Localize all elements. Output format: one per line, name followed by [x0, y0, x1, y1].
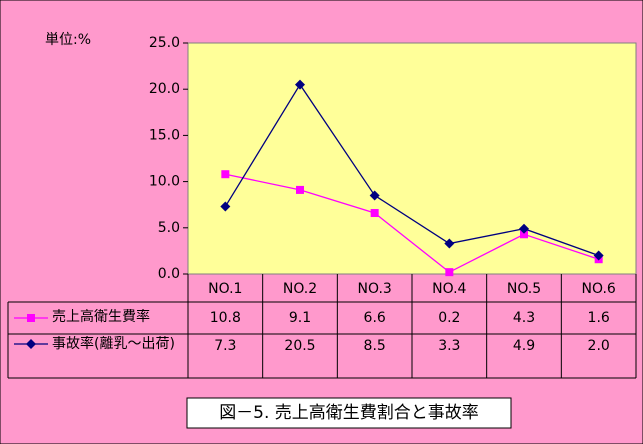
legend-label-box: 売上高衛生費率 [52, 309, 150, 325]
data-point [520, 230, 528, 239]
x-tick-label: NO.6 [582, 281, 616, 297]
legend-label: 売上高衛生費率 [52, 309, 150, 325]
table-value: 2.0 [588, 338, 610, 354]
table-value: 7.3 [214, 338, 236, 354]
y-tick-label: 15.0 [149, 127, 180, 143]
table-value: 20.5 [284, 338, 315, 354]
table-value: 10.8 [210, 310, 241, 326]
data-point [220, 201, 231, 212]
plot-area [187, 42, 637, 275]
table-value: 0.2 [438, 310, 460, 326]
table-value: 4.9 [513, 338, 535, 354]
series-line [225, 173, 599, 273]
x-tick-label: NO.2 [283, 281, 317, 297]
table-value: 3.3 [438, 338, 460, 354]
data-point [519, 223, 529, 234]
legend-label: 事故率(離乳～出荷) [52, 336, 175, 352]
caption: 図－5. 売上高衛生費割合と事故率 [219, 403, 479, 423]
data-point [444, 238, 455, 249]
x-tick-label: NO.1 [208, 281, 242, 297]
x-tick-label: NO.3 [358, 281, 392, 297]
table-value: 6.6 [364, 310, 386, 326]
data-point [370, 209, 379, 218]
series-line [224, 83, 599, 257]
data-point [593, 250, 604, 261]
caption-box [186, 397, 512, 429]
y-tick-label: 10.0 [149, 174, 180, 190]
y-tick-label: 25.0 [149, 35, 180, 51]
legend-marker [26, 339, 36, 349]
x-tick-label: NO.4 [432, 281, 466, 297]
x-tick-label: NO.5 [507, 281, 541, 297]
y-tick-label: 5.0 [158, 220, 180, 236]
table-value: 9.1 [289, 310, 311, 326]
data-point [221, 170, 230, 179]
data-point [369, 190, 380, 201]
unit-label: 単位:% [45, 32, 91, 48]
data-point [296, 185, 304, 194]
data-point [295, 79, 305, 90]
table-value: 1.6 [588, 310, 610, 326]
data-point [445, 268, 454, 277]
legend-label-box: 事故率(離乳～出荷) [52, 336, 175, 352]
legend-marker [27, 314, 35, 322]
y-tick-label: 20.0 [149, 81, 180, 97]
table-value: 8.5 [364, 338, 386, 354]
y-tick-label: 0.0 [158, 266, 180, 282]
table-value: 4.3 [513, 310, 535, 326]
